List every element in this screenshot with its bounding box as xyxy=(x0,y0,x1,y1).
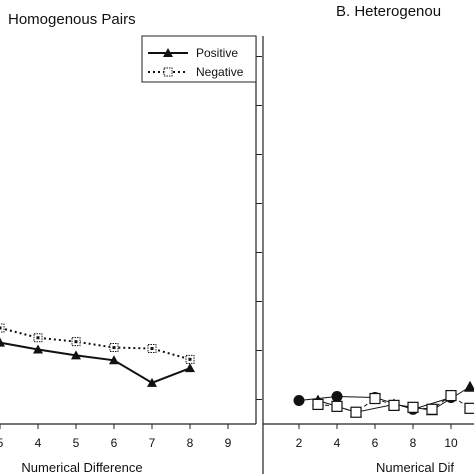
data-point-square xyxy=(445,389,457,402)
data-point-square xyxy=(312,398,324,410)
data-point-square-core xyxy=(0,326,2,330)
legend-box xyxy=(141,35,257,83)
x-tick-label: 4 xyxy=(35,436,42,450)
x-tick-label: 6 xyxy=(372,436,379,450)
data-point-triangle xyxy=(464,380,474,392)
data-point-square xyxy=(350,406,362,418)
x-tick-label: 10 xyxy=(444,436,458,450)
data-point-triangle xyxy=(0,337,5,347)
data-point-square xyxy=(464,402,474,414)
x-tick-label: 5 xyxy=(0,436,4,450)
data-point-square-core xyxy=(74,340,78,344)
panel-b-series xyxy=(293,380,474,418)
data-point-square xyxy=(0,323,5,333)
data-point-square-core xyxy=(112,346,116,350)
x-tick-label: 4 xyxy=(334,436,341,450)
panel-a-title: Homogenous Pairs xyxy=(8,11,136,28)
legend-label-positive: Positive xyxy=(196,46,238,60)
x-tick-label: 6 xyxy=(111,436,118,450)
legend-label-negative: Negative xyxy=(196,65,244,79)
data-point-square-core xyxy=(36,336,40,340)
data-point-square-core xyxy=(188,357,192,361)
data-point-square xyxy=(331,400,343,412)
x-tick-label: 8 xyxy=(187,436,194,450)
series-line-open-square xyxy=(317,394,471,413)
panel-b-x-ticks: 2 4 6 8 10 xyxy=(296,424,458,450)
data-point-triangle xyxy=(109,355,119,365)
panel-b-x-axis-title: Numerical Dif xyxy=(376,460,454,474)
x-tick-label: 2 xyxy=(296,436,303,450)
data-point-square xyxy=(407,401,419,413)
x-tick-label: 8 xyxy=(410,436,417,450)
x-tick-label: 5 xyxy=(73,436,80,450)
data-point-square xyxy=(426,403,438,415)
data-point-triangle xyxy=(147,377,157,387)
data-point-square xyxy=(388,399,400,411)
panel-b: B. Heterogenou 2 4 6 8 10 Numerical Dif xyxy=(263,3,474,474)
x-tick-label: 7 xyxy=(149,436,156,450)
panel-a-x-axis-title: Numerical Difference xyxy=(21,460,142,474)
panel-a-x-ticks: 5 4 5 6 7 8 9 xyxy=(0,424,232,450)
data-point-square-core xyxy=(150,347,154,351)
panel-b-title: B. Heterogenou xyxy=(336,3,441,20)
data-point-circle xyxy=(331,391,343,403)
x-tick-label: 9 xyxy=(225,436,232,450)
panel-a: Homogenous Pairs 5 4 5 6 7 8 9 Numerical Diffe… xyxy=(0,11,262,474)
legend-square-icon xyxy=(163,67,173,77)
data-point-triangle xyxy=(71,350,81,360)
data-point-circle xyxy=(293,394,305,406)
series-line-positive xyxy=(0,341,191,384)
series-line-negative xyxy=(0,326,191,361)
data-point-triangle xyxy=(33,344,43,354)
legend-triangle-icon xyxy=(163,48,173,57)
legend: Positive Negative xyxy=(141,35,257,83)
data-point-triangle xyxy=(185,363,195,373)
panel-a-y-ticks xyxy=(256,56,262,400)
panel-a-series xyxy=(0,323,195,387)
data-point-square xyxy=(369,392,381,405)
